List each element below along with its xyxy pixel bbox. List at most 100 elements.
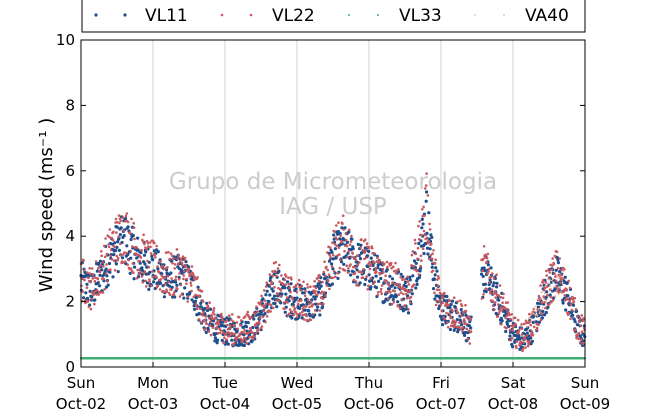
point-vl22 — [88, 272, 92, 276]
point-vl22 — [577, 331, 581, 335]
legend-marker-vl11 — [94, 13, 98, 17]
point-vl11 — [525, 331, 529, 335]
point-vl22 — [109, 248, 113, 252]
point-vl22 — [128, 232, 132, 235]
point-vl22 — [159, 278, 163, 281]
point-vl22 — [417, 224, 420, 228]
point-vl11 — [333, 247, 337, 251]
point-vl22 — [407, 308, 410, 311]
point-vl22 — [153, 253, 157, 256]
point-vl11 — [330, 262, 334, 266]
point-vl22 — [364, 249, 368, 252]
point-vl22 — [276, 292, 279, 296]
point-vl22 — [146, 241, 150, 245]
point-vl22 — [449, 324, 453, 328]
legend-marker-vl22-b — [249, 13, 253, 17]
point-vl22 — [456, 311, 460, 315]
point-vl22 — [218, 331, 222, 335]
point-vl22 — [550, 300, 553, 304]
point-vl11 — [213, 336, 217, 340]
point-vl11 — [374, 274, 378, 278]
point-vl22 — [105, 263, 108, 266]
point-vl22 — [395, 271, 398, 274]
point-vl22 — [383, 262, 386, 266]
point-vl22 — [347, 267, 350, 270]
point-vl11 — [197, 312, 201, 316]
point-va40 — [531, 312, 534, 314]
point-vl11 — [190, 298, 194, 302]
point-vl22 — [548, 271, 551, 274]
point-vl22 — [385, 260, 389, 264]
point-vl11 — [544, 296, 548, 300]
point-vl22 — [297, 278, 301, 282]
point-vl22 — [259, 316, 262, 320]
point-vl22 — [193, 278, 196, 282]
point-vl11 — [175, 283, 179, 287]
point-vl22 — [203, 318, 207, 322]
point-vl22 — [316, 276, 320, 280]
point-vl22 — [387, 284, 391, 287]
point-vl22 — [122, 253, 125, 256]
point-vl22 — [164, 251, 168, 254]
point-va40 — [544, 285, 547, 287]
point-vl11 — [510, 345, 515, 349]
point-vl22 — [454, 320, 458, 323]
point-vl22 — [323, 260, 326, 264]
point-vl22 — [300, 310, 304, 314]
point-vl22 — [284, 283, 288, 286]
point-vl22 — [360, 271, 364, 275]
point-va40 — [561, 292, 563, 294]
point-vl11 — [193, 307, 197, 311]
point-vl22 — [90, 290, 94, 294]
point-vl11 — [518, 347, 522, 351]
point-vl22 — [190, 289, 193, 293]
point-vl11 — [546, 305, 550, 309]
point-vl11 — [534, 320, 538, 324]
point-vl22 — [283, 307, 286, 311]
point-vl22 — [126, 263, 129, 267]
point-vl22 — [96, 277, 100, 281]
point-vl22 — [441, 296, 445, 300]
point-vl11 — [272, 294, 277, 298]
point-va40 — [543, 297, 545, 300]
point-vl22 — [550, 268, 554, 271]
point-vl22 — [172, 293, 176, 296]
point-vl11 — [295, 296, 299, 300]
point-vl22 — [260, 325, 264, 328]
point-vl22 — [181, 264, 184, 267]
point-vl22 — [392, 269, 396, 273]
point-vl22 — [233, 341, 236, 345]
point-vl22 — [349, 263, 352, 266]
point-va40 — [550, 288, 553, 290]
point-vl22 — [151, 270, 154, 273]
point-vl22 — [198, 307, 202, 311]
point-vl22 — [290, 310, 294, 314]
point-vl22 — [433, 262, 437, 265]
point-vl22 — [449, 316, 453, 320]
point-vl22 — [221, 316, 224, 319]
point-vl22 — [406, 280, 410, 283]
point-vl22 — [400, 298, 404, 301]
point-vl22 — [569, 317, 572, 321]
legend-marker-vl33 — [348, 14, 350, 16]
point-vl22 — [527, 342, 530, 346]
point-vl22 — [111, 238, 115, 242]
point-vl22 — [291, 304, 295, 308]
point-vl22 — [537, 294, 541, 298]
point-vl22 — [126, 220, 130, 224]
point-vl11 — [367, 273, 371, 277]
point-vl22 — [528, 312, 531, 316]
point-vl11 — [251, 325, 255, 330]
point-vl22 — [441, 301, 444, 305]
point-vl22 — [169, 252, 173, 255]
point-vl22 — [580, 314, 583, 317]
point-vl22 — [254, 324, 257, 328]
point-vl22 — [166, 266, 169, 269]
point-vl22 — [407, 283, 411, 286]
point-vl22 — [81, 290, 84, 293]
point-vl22 — [219, 329, 223, 332]
point-vl11 — [209, 307, 213, 311]
point-vl22 — [211, 326, 215, 330]
point-vl22 — [399, 276, 403, 279]
point-vl22 — [176, 257, 180, 261]
